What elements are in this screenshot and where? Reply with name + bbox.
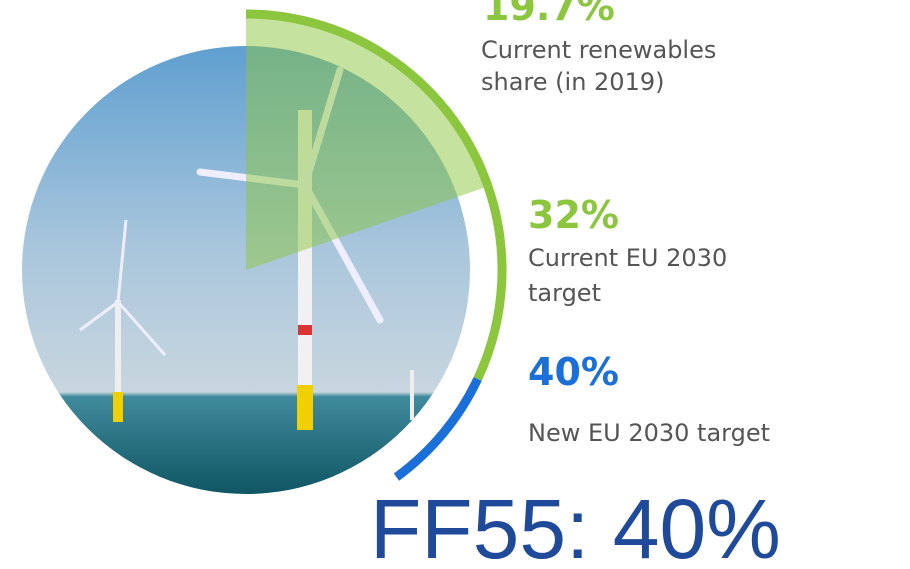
arc — [393, 377, 482, 481]
description: Current EU 2030 — [528, 244, 727, 272]
value-label: 32% — [528, 193, 619, 237]
description: New EU 2030 target — [528, 419, 770, 447]
description: share (in 2019) — [481, 68, 664, 96]
footer: FF55: 40% — [370, 482, 781, 569]
arc — [473, 184, 507, 381]
share-wedge — [246, 14, 488, 270]
description: target — [528, 279, 601, 307]
description: Current renewables — [481, 36, 716, 64]
arc — [245, 9, 493, 188]
value-label: 40% — [528, 350, 619, 394]
value-label: 19.7% — [483, 0, 615, 29]
